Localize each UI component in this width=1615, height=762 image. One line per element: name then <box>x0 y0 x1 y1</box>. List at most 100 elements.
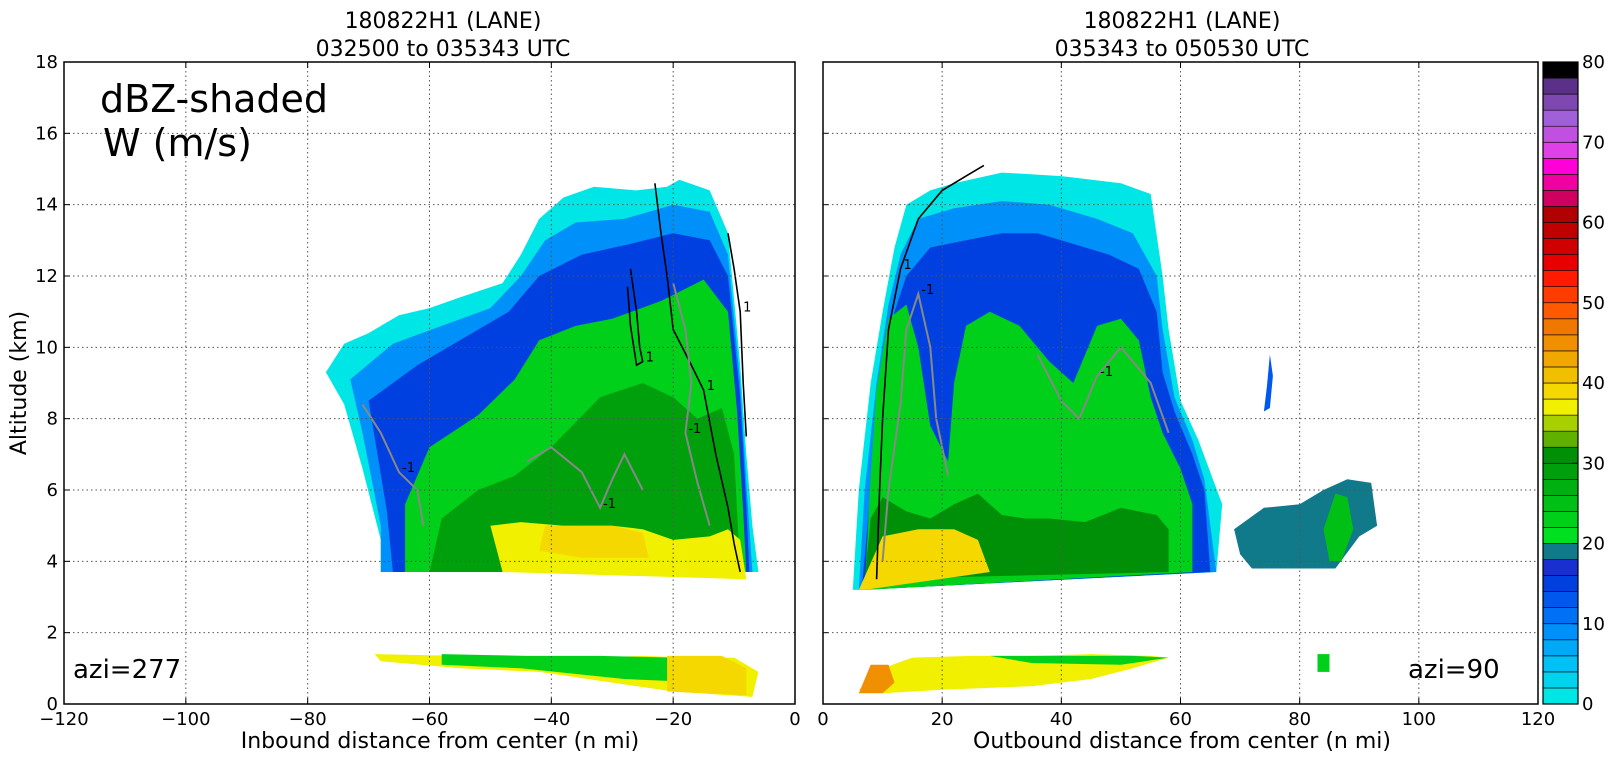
colorbar-cell <box>1542 623 1579 641</box>
right-x-axis-label: Outbound distance from center (n mi) <box>973 729 1391 754</box>
right-reflectivity-region <box>858 664 895 694</box>
colorbar-cell <box>1542 334 1579 352</box>
colorbar-tick-label: 0 <box>1582 694 1593 715</box>
colorbar-cell <box>1542 190 1579 207</box>
colorbar-cell <box>1542 174 1579 191</box>
left-y-ticks: 0 2 4 6 8 10 12 14 16 18 <box>35 52 829 715</box>
left-reflectivity-fills <box>325 179 759 697</box>
right-reflectivity-region <box>1234 479 1378 569</box>
colorbar-cell <box>1542 77 1579 95</box>
colorbar-cell <box>1542 141 1579 159</box>
colorbar-cell <box>1542 206 1579 223</box>
colorbar-cell <box>1542 478 1579 496</box>
colorbar-cell <box>1542 158 1579 175</box>
colorbar-tick-label: 30 <box>1582 453 1605 474</box>
right-title: 180822H1 (LANE) <box>1084 9 1281 34</box>
y-tick-label: 14 <box>35 195 58 216</box>
right-x-ticks: 0 20 40 60 80 100 120 <box>817 62 1555 730</box>
left-w-contour-line <box>654 183 741 573</box>
colorbar-cell <box>1542 254 1579 271</box>
colorbar-cell <box>1542 446 1579 464</box>
left-grid <box>64 62 795 704</box>
right-w-contours: 1 -1 -1 <box>875 164 1170 580</box>
annotation-dbz-shaded: dBZ-shaded <box>100 77 328 121</box>
colorbar: 0 10 20 30 40 50 60 70 80 <box>1542 52 1605 715</box>
colorbar-cell <box>1542 543 1579 560</box>
left-x-tick-label: −120 <box>39 709 88 730</box>
left-azimuth-label: azi=277 <box>73 655 181 685</box>
right-azimuth-label: azi=90 <box>1408 655 1500 685</box>
colorbar-cell <box>1542 270 1579 287</box>
left-x-tick-label: −40 <box>532 709 570 730</box>
left-w-contour-line <box>526 445 644 511</box>
colorbar-cell <box>1542 222 1579 239</box>
left-subtitle: 032500 to 035343 UTC <box>316 37 571 62</box>
left-w-contour-line <box>361 403 425 526</box>
y-axis-label: Altitude (km) <box>7 311 32 455</box>
left-reflectivity-region <box>441 654 710 683</box>
colorbar-cell <box>1542 511 1579 528</box>
right-reflectivity-fills <box>852 172 1378 694</box>
y-tick-label: 2 <box>47 623 58 644</box>
left-w-contour-label: 1 <box>743 301 751 316</box>
left-w-contour-label: -1 <box>688 422 701 437</box>
colorbar-tick-label: 70 <box>1582 132 1605 153</box>
y-tick-label: 0 <box>47 694 58 715</box>
colorbar-cell <box>1542 366 1579 384</box>
colorbar-cell <box>1542 398 1579 416</box>
left-w-contour-label: 1 <box>646 351 654 366</box>
right-x-tick-label: 0 <box>817 709 828 730</box>
left-panel: 1 1 1 -1 -1 -1 −120 −100 −80 −60 −40 −20 0 0 2 4 6 8 10 1… <box>7 9 829 754</box>
left-title: 180822H1 (LANE) <box>345 9 542 34</box>
right-reflectivity-region <box>1317 654 1330 672</box>
left-x-tick-label: −20 <box>654 709 692 730</box>
colorbar-cell <box>1542 93 1579 111</box>
right-reflectivity-region <box>1263 354 1273 412</box>
colorbar-cell <box>1542 318 1579 336</box>
left-w-contours: 1 1 1 -1 -1 -1 <box>361 183 751 573</box>
left-w-contour-line <box>626 268 644 367</box>
right-x-tick-label: 120 <box>1521 709 1555 730</box>
colorbar-tick-label: 50 <box>1582 293 1605 314</box>
colorbar-ticks: 0 10 20 30 40 50 60 70 80 <box>1572 52 1605 715</box>
annotation-w-contours: W (m/s) <box>103 121 252 165</box>
colorbar-cell <box>1542 527 1579 544</box>
colorbar-cell <box>1542 125 1579 143</box>
left-reflectivity-region <box>539 525 649 558</box>
colorbar-cell <box>1542 591 1579 609</box>
colorbar-cell <box>1542 430 1579 448</box>
y-tick-label: 18 <box>35 52 58 73</box>
colorbar-cell <box>1542 462 1579 480</box>
left-reflectivity-region <box>667 655 747 696</box>
left-w-contour-label: -1 <box>402 461 415 476</box>
colorbar-cell <box>1542 414 1579 432</box>
right-x-tick-label: 60 <box>1169 709 1192 730</box>
left-x-tick-label: −100 <box>161 709 210 730</box>
y-tick-label: 8 <box>47 409 58 430</box>
colorbar-cell <box>1542 639 1579 657</box>
y-tick-label: 12 <box>35 266 58 287</box>
right-reflectivity-region <box>989 655 1169 665</box>
right-reflectivity-region <box>858 529 990 590</box>
colorbar-cell <box>1542 575 1579 592</box>
left-w-contour-line <box>727 233 748 437</box>
right-panel: 1 -1 -1 0 20 40 60 80 100 120 180822H1 (LANE) 03… <box>817 9 1555 754</box>
right-x-tick-label: 40 <box>1050 709 1073 730</box>
colorbar-tick-label: 80 <box>1582 52 1605 73</box>
colorbar-cell <box>1542 382 1579 400</box>
colorbar-cell <box>1542 655 1579 673</box>
y-tick-label: 16 <box>35 123 58 144</box>
colorbar-cell <box>1542 302 1579 320</box>
colorbar-cell <box>1542 559 1579 576</box>
left-x-ticks: −120 −100 −80 −60 −40 −20 0 <box>39 62 801 730</box>
left-x-tick-label: −80 <box>289 709 327 730</box>
left-w-contour-label: -1 <box>603 497 616 512</box>
right-reflectivity-region <box>1323 493 1354 562</box>
right-w-contour-label: 1 <box>903 258 911 273</box>
colorbar-cell <box>1542 495 1579 512</box>
colorbar-cell <box>1542 109 1579 127</box>
colorbar-tick-label: 60 <box>1582 213 1605 234</box>
colorbar-cell <box>1542 286 1579 304</box>
right-w-contour-label: -1 <box>1100 365 1113 380</box>
